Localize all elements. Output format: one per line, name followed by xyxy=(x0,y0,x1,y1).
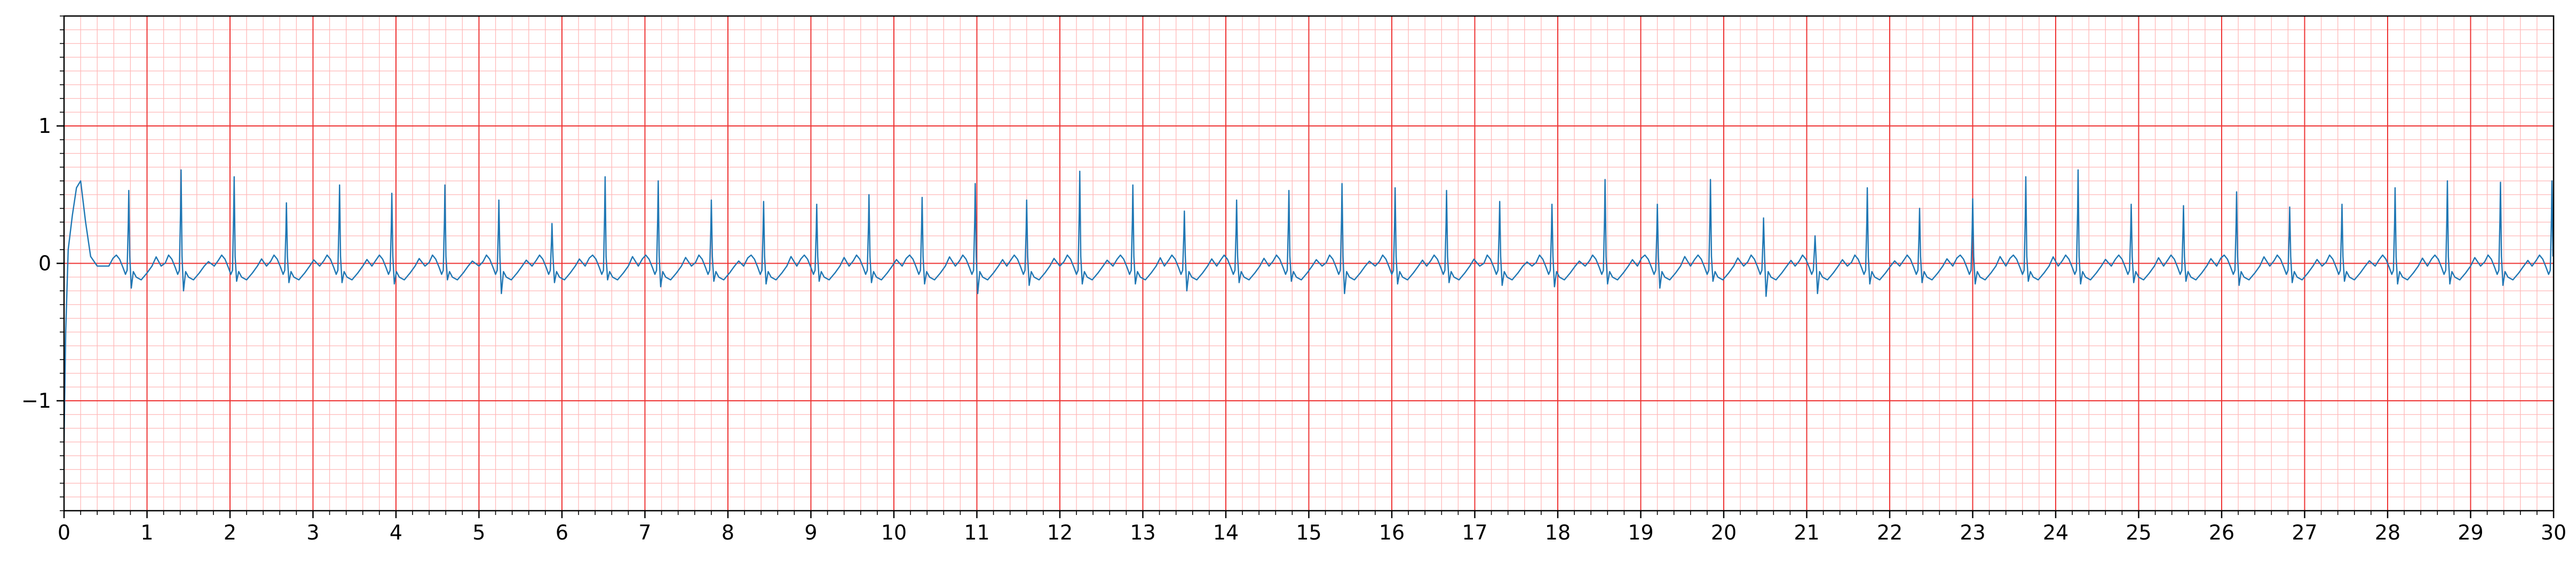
y-tick-label: −1 xyxy=(21,389,51,413)
x-tick-label: 1 xyxy=(140,521,153,544)
x-tick-label: 11 xyxy=(964,521,989,544)
x-tick-label: 26 xyxy=(2209,521,2234,544)
x-tick-label: 27 xyxy=(2292,521,2317,544)
x-tick-label: 3 xyxy=(306,521,319,544)
x-tick-label: 10 xyxy=(881,521,907,544)
x-tick-label: 13 xyxy=(1130,521,1155,544)
x-tick-label: 12 xyxy=(1047,521,1073,544)
x-tick-label: 22 xyxy=(1877,521,1903,544)
x-tick-label: 4 xyxy=(390,521,402,544)
x-tick-label: 23 xyxy=(1960,521,1985,544)
x-tick-label: 6 xyxy=(556,521,568,544)
x-tick-label: 9 xyxy=(804,521,817,544)
x-tick-label: 19 xyxy=(1628,521,1653,544)
x-tick-label: 17 xyxy=(1462,521,1487,544)
x-tick-label: 21 xyxy=(1794,521,1819,544)
x-tick-label: 30 xyxy=(2541,521,2566,544)
x-tick-label: 28 xyxy=(2375,521,2400,544)
x-tick-label: 7 xyxy=(638,521,651,544)
y-axis: −1 0 1 xyxy=(21,15,64,511)
major-grid xyxy=(64,16,2554,511)
x-tick-label: 18 xyxy=(1545,521,1571,544)
x-tick-label: 0 xyxy=(58,521,70,544)
x-tick-label: 25 xyxy=(2126,521,2151,544)
x-tick-label: 14 xyxy=(1213,521,1239,544)
x-tick-label: 20 xyxy=(1711,521,1737,544)
x-tick-label: 16 xyxy=(1379,521,1405,544)
x-tick-label: 24 xyxy=(2043,521,2068,544)
x-tick-label: 5 xyxy=(472,521,485,544)
y-tick-label: 0 xyxy=(38,252,51,275)
x-tick-label: 15 xyxy=(1296,521,1321,544)
y-tick-label: 1 xyxy=(38,114,51,138)
x-tick-label: 8 xyxy=(722,521,734,544)
x-tick-label: 29 xyxy=(2458,521,2483,544)
x-axis: 0 1 2 3 4 5 6 7 8 9 10 11 12 13 14 15 16 17 18 19 20 21 22 23 24… xyxy=(58,511,2566,544)
x-tick-label: 2 xyxy=(224,521,236,544)
ecg-series-line xyxy=(64,169,2554,442)
